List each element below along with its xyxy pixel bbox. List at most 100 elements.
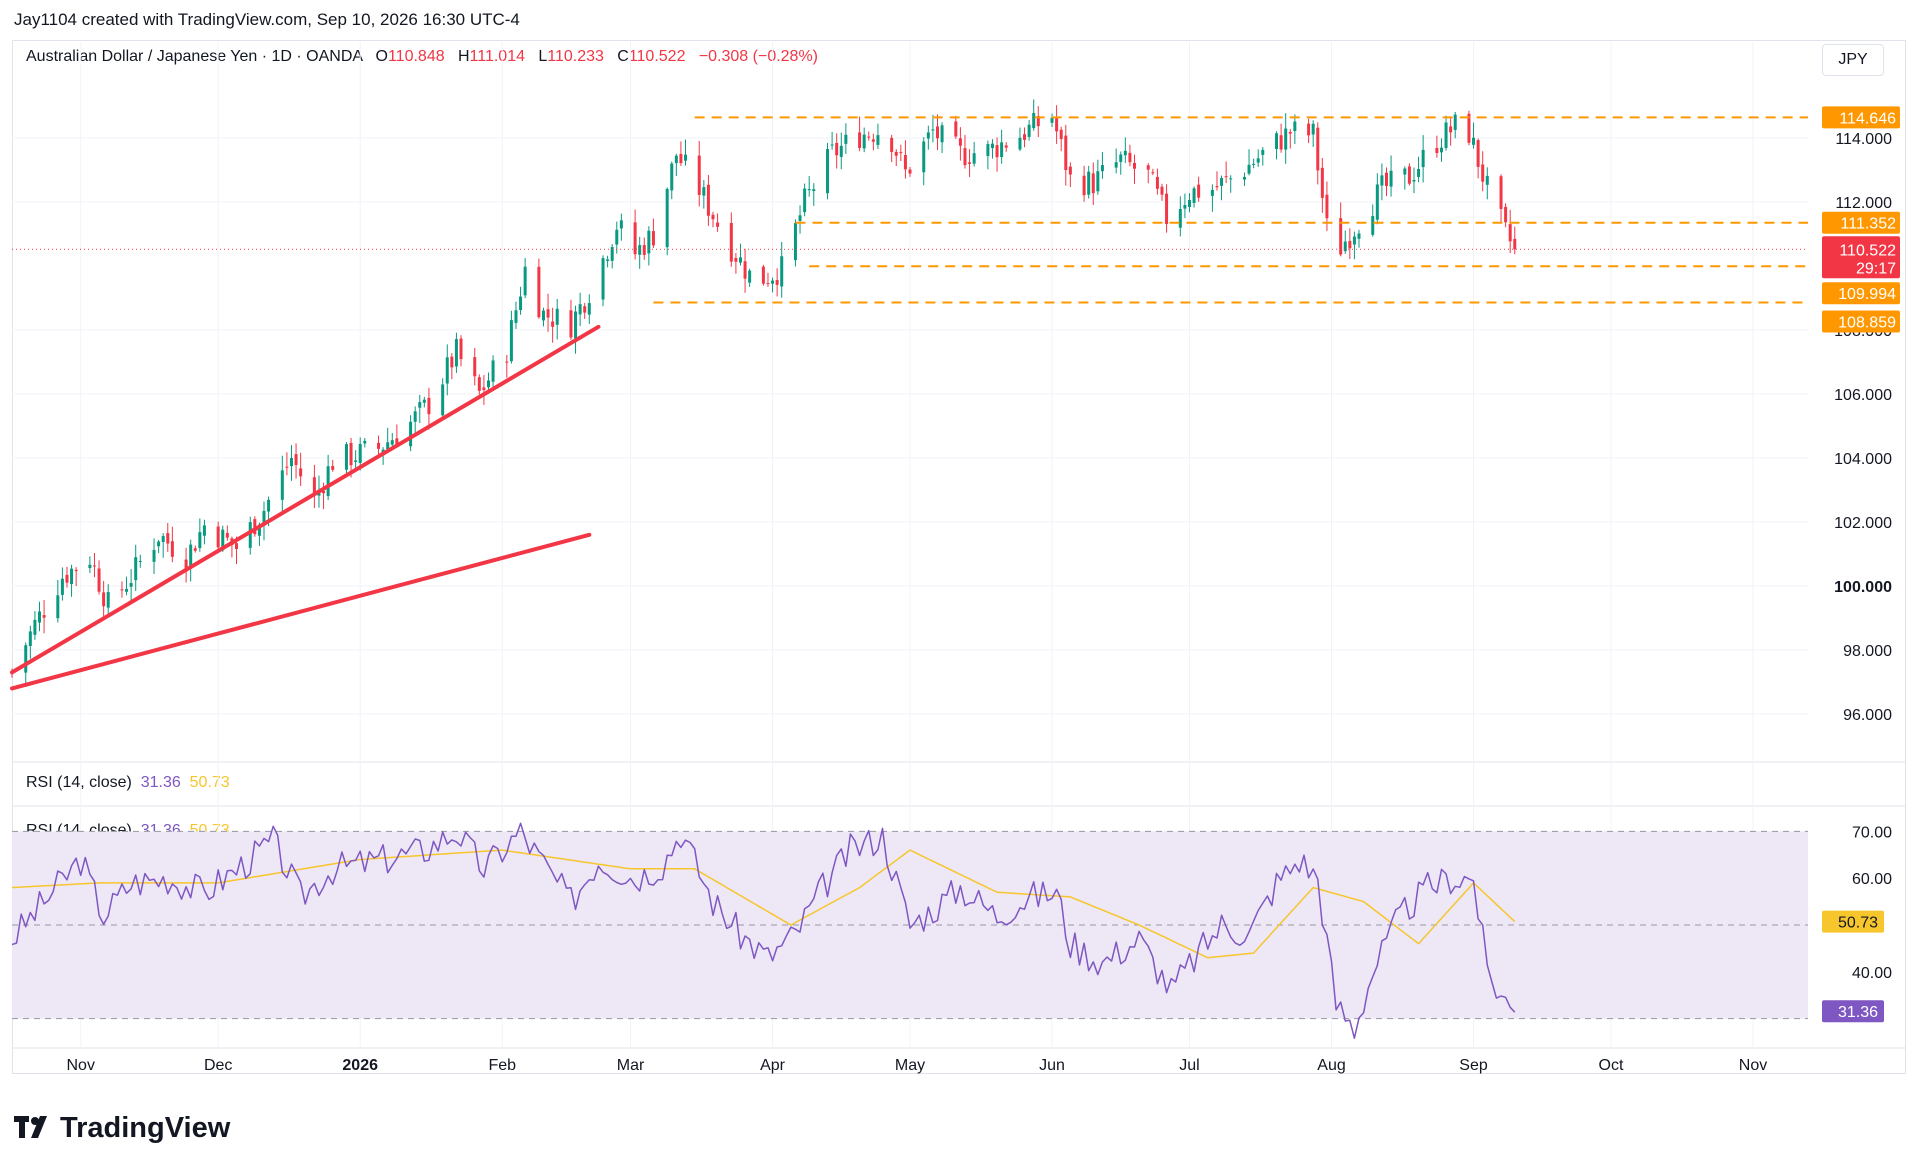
symbol-title[interactable]: Australian Dollar / Japanese Yen · 1D · … xyxy=(26,48,363,65)
candle-up xyxy=(972,153,976,164)
candle-up xyxy=(157,541,161,547)
candle-down xyxy=(395,438,399,445)
candle-up xyxy=(1261,149,1265,155)
chart-frame xyxy=(12,40,1906,1074)
candle-up xyxy=(56,595,60,619)
countdown-label: 29:17 xyxy=(1856,260,1896,277)
x-tick-label: Apr xyxy=(760,1057,786,1074)
candle-down xyxy=(775,280,779,285)
y-tick-label: 114.000 xyxy=(1835,131,1892,148)
candle-down xyxy=(1499,176,1503,209)
candle-up xyxy=(1087,171,1091,195)
candle-up xyxy=(413,411,417,422)
candle-up xyxy=(1256,158,1260,163)
candle-up xyxy=(60,578,64,595)
candle-up xyxy=(454,339,458,367)
candle-up xyxy=(152,549,156,562)
last-price-badge[interactable] xyxy=(1822,236,1900,279)
candle-down xyxy=(1325,194,1329,219)
trendline[interactable] xyxy=(10,324,601,675)
candle-down xyxy=(477,377,481,391)
candle-down xyxy=(954,121,958,137)
candle-down xyxy=(569,310,573,338)
candle-up xyxy=(986,144,990,156)
candle-up xyxy=(125,588,129,592)
tradingview-logo[interactable]: TradingView xyxy=(14,1112,230,1148)
candle-up xyxy=(1371,216,1375,235)
level-badge[interactable] xyxy=(1822,106,1900,129)
rsi-legend-collapsed[interactable]: RSI (14, close) 31.36 50.73 xyxy=(26,774,230,792)
candle-up xyxy=(1123,150,1127,156)
candle-up xyxy=(523,266,527,296)
candle-down xyxy=(216,526,220,548)
trendline[interactable] xyxy=(10,532,592,691)
x-tick-label: 2026 xyxy=(342,1057,378,1074)
level-badge-text: 114.646 xyxy=(1839,110,1896,127)
candle-up xyxy=(574,311,578,339)
candle-down xyxy=(679,154,683,164)
candle-down xyxy=(903,155,907,170)
candle-down xyxy=(1481,164,1485,182)
candle-up xyxy=(509,320,513,362)
candle-up xyxy=(134,557,138,581)
candle-up xyxy=(88,564,92,568)
level-badge[interactable] xyxy=(1822,211,1900,234)
candle-down xyxy=(1133,162,1136,169)
candle-down xyxy=(858,132,862,148)
candle-up xyxy=(1357,233,1361,239)
candle-up xyxy=(1119,154,1123,162)
candle-up xyxy=(1192,188,1196,203)
candle-down xyxy=(835,142,839,156)
candle-up xyxy=(1403,168,1407,175)
level-badge-text: 109.994 xyxy=(1838,286,1896,303)
tradingview-logo-icon xyxy=(14,1114,54,1148)
currency-button[interactable]: JPY xyxy=(1822,44,1884,76)
rsi-ma-badge[interactable] xyxy=(1822,910,1884,933)
candle-down xyxy=(1504,206,1508,223)
candle-down xyxy=(871,139,875,142)
candle-up xyxy=(807,188,811,191)
candle-up xyxy=(257,524,261,536)
y-tick-label: 112.000 xyxy=(1835,195,1892,212)
candle-down xyxy=(1068,166,1072,175)
candle-down xyxy=(867,136,871,138)
candle-down xyxy=(1059,129,1063,140)
candle-down xyxy=(427,397,431,415)
candle-down xyxy=(766,283,770,285)
candle-up xyxy=(1375,184,1379,220)
candle-down xyxy=(697,155,701,195)
candle-down xyxy=(908,169,912,174)
level-badge[interactable] xyxy=(1822,282,1900,305)
candle-up xyxy=(1311,123,1315,135)
candle-up xyxy=(519,296,523,311)
candle-down xyxy=(651,231,655,246)
candle-down xyxy=(995,145,999,158)
close-label: C xyxy=(617,48,629,65)
open-label: O xyxy=(375,48,388,65)
rsi-badge[interactable] xyxy=(1822,1000,1884,1023)
level-badge-text: 111.352 xyxy=(1841,216,1897,233)
level-badge[interactable] xyxy=(1822,310,1900,333)
close-value: 110.522 xyxy=(628,48,686,65)
candle-up xyxy=(1439,147,1443,153)
candle-up xyxy=(1247,164,1251,174)
candle-down xyxy=(331,466,335,470)
candle-up xyxy=(326,466,330,497)
candle-up xyxy=(1275,133,1279,150)
candle-up xyxy=(33,619,37,635)
change-value: −0.308 (−0.28%) xyxy=(698,48,819,65)
rsi-y-tick-label: 70.00 xyxy=(1852,824,1892,841)
candle-up xyxy=(1343,241,1347,252)
candle-down xyxy=(935,126,939,139)
candle-up xyxy=(862,134,866,149)
chart-credit: Jay1104 created with TradingView.com, Se… xyxy=(14,10,520,29)
y-tick-label: 98.000 xyxy=(1843,643,1892,660)
candle-up xyxy=(922,141,926,173)
tradingview-logo-text: TradingView xyxy=(60,1112,231,1144)
x-tick-label: Jul xyxy=(1179,1057,1199,1074)
candle-up xyxy=(748,270,752,283)
candle-down xyxy=(42,615,46,618)
candle-up xyxy=(106,592,110,608)
candle-up xyxy=(138,560,142,562)
